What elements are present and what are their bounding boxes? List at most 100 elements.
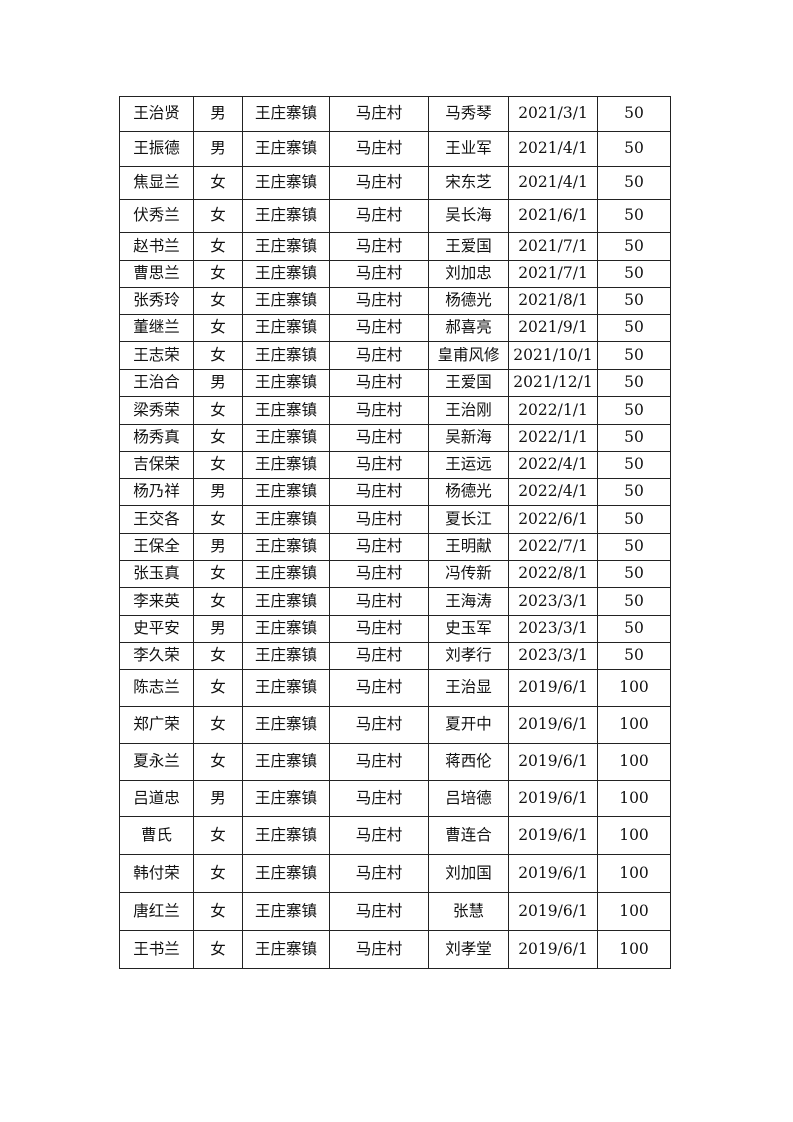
table-row: 杨乃祥男王庄寨镇 马庄村 杨德光 2022/4/1 50 [119,478,671,506]
village-cell: 马庄村 [329,451,429,479]
guardian-cell: 王业军 [428,131,509,167]
name-cell: 陈志兰 [119,669,194,707]
village-cell: 马庄村 [329,166,429,200]
guardian-cell: 吴新海 [428,424,509,452]
date-cell: 2021/3/1 [508,96,598,132]
guardian-cell: 冯传新 [428,560,509,588]
guardian-cell: 史玉军 [428,615,509,643]
gender-cell: 女 [193,314,243,342]
table-row: 吕道忠男王庄寨镇 马庄村 吕培德 2019/6/1 100 [119,780,671,817]
amount-cell: 50 [597,96,671,132]
table-row: 张秀玲女王庄寨镇 马庄村 杨德光 2021/8/1 50 [119,287,671,315]
village-cell: 马庄村 [329,743,429,781]
town-cell: 王庄寨镇 [242,369,330,397]
table-row: 史平安男王庄寨镇 马庄村 史玉军 2023/3/1 50 [119,615,671,643]
date-cell: 2019/6/1 [508,892,598,931]
village-cell: 马庄村 [329,505,429,534]
amount-cell: 50 [597,341,671,370]
amount-cell: 100 [597,669,671,707]
table-row: 陈志兰女王庄寨镇 马庄村 王治显 2019/6/1 100 [119,669,671,707]
name-cell: 张秀玲 [119,287,194,315]
name-cell: 杨秀真 [119,424,194,452]
town-cell: 王庄寨镇 [242,451,330,479]
village-cell: 马庄村 [329,816,429,855]
table-row: 梁秀荣女王庄寨镇 马庄村 王治刚 2022/1/1 50 [119,396,671,425]
town-cell: 王庄寨镇 [242,615,330,643]
date-cell: 2021/12/1 [508,369,598,397]
town-cell: 王庄寨镇 [242,930,330,969]
amount-cell: 50 [597,478,671,506]
village-cell: 马庄村 [329,287,429,315]
amount-cell: 100 [597,930,671,969]
gender-cell: 女 [193,396,243,425]
amount-cell: 50 [597,287,671,315]
town-cell: 王庄寨镇 [242,816,330,855]
amount-cell: 50 [597,642,671,670]
amount-cell: 50 [597,533,671,561]
village-cell: 马庄村 [329,533,429,561]
town-cell: 王庄寨镇 [242,341,330,370]
name-cell: 王振德 [119,131,194,167]
town-cell: 王庄寨镇 [242,743,330,781]
guardian-cell: 王运远 [428,451,509,479]
name-cell: 王书兰 [119,930,194,969]
date-cell: 2022/4/1 [508,478,598,506]
table-row: 王治合男王庄寨镇 马庄村 王爱国 2021/12/1 50 [119,369,671,397]
gender-cell: 女 [193,505,243,534]
guardian-cell: 蒋西伦 [428,743,509,781]
amount-cell: 50 [597,199,671,233]
date-cell: 2022/1/1 [508,424,598,452]
guardian-cell: 杨德光 [428,287,509,315]
name-cell: 梁秀荣 [119,396,194,425]
town-cell: 王庄寨镇 [242,560,330,588]
village-cell: 马庄村 [329,341,429,370]
date-cell: 2021/4/1 [508,166,598,200]
table-row: 赵书兰女王庄寨镇 马庄村 王爱国 2021/7/1 50 [119,232,671,261]
town-cell: 王庄寨镇 [242,642,330,670]
guardian-cell: 王治显 [428,669,509,707]
amount-cell: 100 [597,780,671,817]
gender-cell: 女 [193,560,243,588]
name-cell: 王治合 [119,369,194,397]
table-row: 王志荣女王庄寨镇 马庄村 皇甫风修 2021/10/1 50 [119,341,671,370]
amount-cell: 50 [597,260,671,288]
date-cell: 2019/6/1 [508,780,598,817]
town-cell: 王庄寨镇 [242,314,330,342]
amount-cell: 50 [597,396,671,425]
gender-cell: 男 [193,533,243,561]
village-cell: 马庄村 [329,892,429,931]
guardian-cell: 曹连合 [428,816,509,855]
village-cell: 马庄村 [329,780,429,817]
town-cell: 王庄寨镇 [242,131,330,167]
town-cell: 王庄寨镇 [242,232,330,261]
guardian-cell: 夏长江 [428,505,509,534]
amount-cell: 50 [597,587,671,616]
name-cell: 董继兰 [119,314,194,342]
name-cell: 李久荣 [119,642,194,670]
date-cell: 2022/6/1 [508,505,598,534]
guardian-cell: 王爱国 [428,232,509,261]
gender-cell: 男 [193,369,243,397]
date-cell: 2019/6/1 [508,930,598,969]
date-cell: 2021/10/1 [508,341,598,370]
guardian-cell: 张慧 [428,892,509,931]
gender-cell: 女 [193,642,243,670]
town-cell: 王庄寨镇 [242,396,330,425]
date-cell: 2023/3/1 [508,642,598,670]
amount-cell: 50 [597,232,671,261]
name-cell: 王志荣 [119,341,194,370]
amount-cell: 100 [597,816,671,855]
name-cell: 王治贤 [119,96,194,132]
gender-cell: 男 [193,96,243,132]
guardian-cell: 吕培德 [428,780,509,817]
gender-cell: 男 [193,615,243,643]
guardian-cell: 皇甫风修 [428,341,509,370]
table-row: 杨秀真女王庄寨镇 马庄村 吴新海 2022/1/1 50 [119,424,671,452]
table-row: 王治贤男王庄寨镇 马庄村 马秀琴 2021/3/1 50 [119,96,671,132]
village-cell: 马庄村 [329,706,429,744]
village-cell: 马庄村 [329,642,429,670]
village-cell: 马庄村 [329,369,429,397]
amount-cell: 50 [597,505,671,534]
date-cell: 2022/8/1 [508,560,598,588]
table-row: 唐红兰女王庄寨镇 马庄村 张慧 2019/6/1 100 [119,892,671,931]
